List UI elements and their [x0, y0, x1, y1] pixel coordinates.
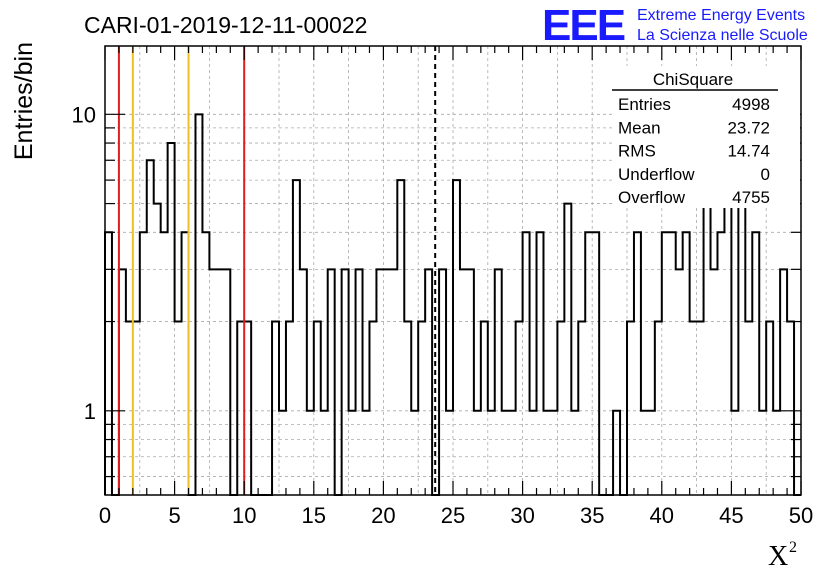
stats-box-title: ChiSquare — [653, 70, 733, 89]
stats-label: RMS — [618, 142, 656, 161]
stats-value: 23.72 — [727, 118, 770, 137]
stats-value: 14.74 — [727, 142, 770, 161]
logo-line-2: La Scienza nelle Scuole — [637, 27, 808, 44]
x-tick-label: 20 — [371, 503, 395, 528]
y-tick-label: 1 — [84, 399, 96, 424]
x-tick-label: 15 — [302, 503, 326, 528]
stats-box: ChiSquare Entries 4998 Mean 23.72 RMS 14.74 Un… — [612, 66, 800, 208]
chart-title: CARI-01-2019-12-11-00022 — [84, 12, 367, 38]
x-tick-label: 5 — [168, 503, 180, 528]
histogram-outline — [104, 113, 801, 496]
stats-value: 0 — [761, 165, 770, 184]
axis-ticks: 0 5 10 15 20 25 30 35 40 45 50 1 10 — [72, 46, 813, 528]
x-tick-label: 40 — [650, 503, 674, 528]
stats-label: Entries — [618, 95, 671, 114]
logo-line-1: Extreme Energy Events — [637, 7, 805, 24]
stats-label: Mean — [618, 118, 661, 137]
threshold-lines — [117, 46, 437, 495]
stats-label: Underflow — [618, 165, 695, 184]
eee-logo: EEE Extreme Energy Events La Scienza nel… — [542, 1, 808, 50]
x-tick-label: 50 — [789, 503, 813, 528]
y-tick-label: 10 — [72, 102, 96, 127]
x-tick-label: 25 — [441, 503, 465, 528]
eee-logo-mark: EEE — [542, 1, 625, 50]
y-axis-label: Entries/bin — [10, 42, 38, 160]
x-tick-label: 0 — [99, 503, 111, 528]
stats-value: 4755 — [732, 188, 770, 207]
histogram-bars — [104, 113, 801, 496]
stats-rows: Entries 4998 Mean 23.72 RMS 14.74 Underflow 0 Ov… — [618, 95, 770, 207]
x-tick-label: 30 — [510, 503, 534, 528]
x-axis-label: X 2 — [768, 539, 797, 572]
x-tick-label: 45 — [719, 503, 743, 528]
stats-value: 4998 — [732, 95, 770, 114]
x-axis-label-main: X — [768, 541, 788, 572]
x-tick-label: 10 — [232, 503, 256, 528]
x-axis-label-superscript: 2 — [789, 539, 797, 556]
x-tick-label: 35 — [580, 503, 604, 528]
stats-label: Overflow — [618, 188, 686, 207]
